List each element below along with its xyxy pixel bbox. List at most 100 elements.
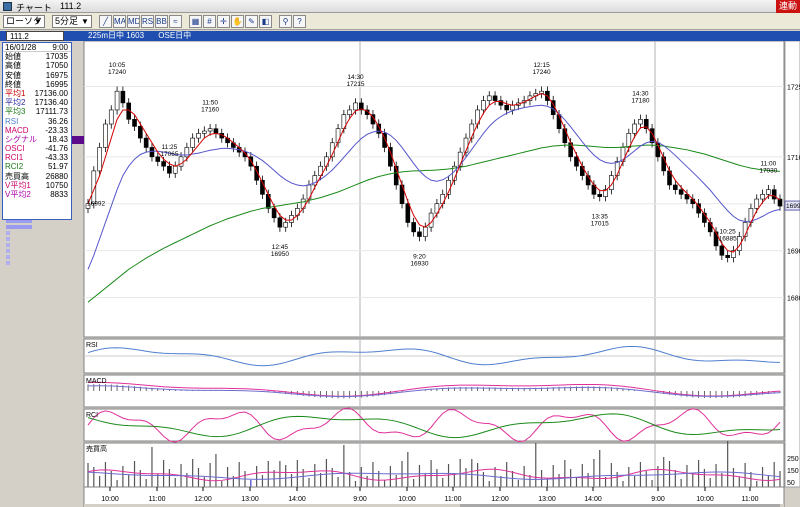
chevron-down-icon[interactable]: ▼: [34, 17, 42, 26]
candle: [742, 222, 748, 237]
time-tick-label: 12:00: [194, 496, 212, 503]
candle: [149, 147, 155, 158]
volume-tick-label: 250: [787, 456, 799, 463]
info-value: 10750: [45, 180, 68, 190]
chart-type-select[interactable]: ローソク ▼: [3, 15, 45, 28]
candle: [481, 100, 486, 111]
annotation-time: 14:30: [632, 90, 649, 97]
time-tick-label: 11:00: [445, 496, 462, 503]
candle: [271, 208, 277, 219]
rsi-icon[interactable]: RS: [141, 15, 154, 28]
candle: [178, 156, 184, 167]
ma-fast-line: [87, 93, 781, 253]
sub-panel: [83, 374, 785, 408]
info-value: 17136.40: [34, 98, 68, 108]
price-tick-label: 17100: [787, 155, 800, 162]
ma-icon[interactable]: MA: [113, 15, 126, 28]
info-row: 始値 17035: [3, 52, 71, 61]
chevron-down-icon[interactable]: ▼: [81, 17, 89, 26]
candle: [579, 165, 585, 176]
candle: [213, 128, 219, 134]
price-tick-label: 16800: [787, 295, 800, 302]
candle: [707, 222, 713, 233]
annotation-price: 17240: [533, 69, 551, 76]
draw-line-icon[interactable]: ╱: [99, 15, 112, 28]
interval-select[interactable]: 5分足 ▼: [52, 15, 92, 28]
candle: [649, 128, 655, 144]
symbol-bar: 111.2 225m日中 1603 OSE日中: [0, 31, 800, 41]
candle: [196, 133, 201, 139]
cursor-icon[interactable]: ✛: [217, 15, 230, 28]
info-row: 平均3 17111.73: [3, 107, 71, 116]
volume-ma2-line: [87, 471, 781, 480]
candle: [277, 217, 283, 228]
scrollbar-thumb[interactable]: [460, 504, 780, 507]
info-date: 16/01/28: [5, 43, 37, 52]
macd-line: [87, 381, 781, 397]
info-label: 安値: [5, 70, 21, 80]
symbol-input[interactable]: 111.2: [6, 31, 64, 41]
info-header: 16/01/28 9:00: [3, 43, 71, 53]
annotation-price: 16930: [410, 261, 428, 268]
chart-app-icon: [3, 2, 12, 11]
info-row: RCI1 -43.33: [3, 153, 71, 162]
candle: [684, 194, 690, 200]
info-value: 26880: [45, 171, 68, 181]
annotation-time: 12:15: [533, 62, 550, 69]
candle: [172, 165, 178, 174]
info-value: -43.33: [45, 153, 68, 163]
info-label: 高値: [5, 61, 21, 71]
time-tick-label: 9:00: [651, 496, 665, 503]
link-status-badge[interactable]: 連動: [775, 0, 800, 13]
info-label: V平均2: [5, 190, 31, 199]
time-axis: [83, 486, 785, 507]
zoom-icon[interactable]: ▦: [189, 15, 202, 28]
sub-panel: [83, 442, 785, 488]
info-value: 17050: [45, 61, 68, 71]
candle: [609, 175, 614, 190]
grid-icon[interactable]: #: [203, 15, 216, 28]
candle: [312, 175, 318, 186]
chart-type-value: ローソク: [6, 16, 43, 26]
candle: [376, 123, 382, 134]
info-row: MACD -23.33: [3, 126, 71, 135]
title-bar: チャート 111.2 連動: [0, 0, 800, 13]
candle: [673, 184, 678, 190]
candle: [143, 137, 149, 148]
trend-icon[interactable]: ≈: [169, 15, 182, 28]
candle: [114, 90, 120, 111]
window-symbol-title: 111.2: [60, 1, 82, 11]
help-icon[interactable]: ?: [293, 15, 306, 28]
info-label: 平均1: [5, 88, 26, 98]
info-label: 平均2: [5, 98, 26, 108]
window-title: チャート: [16, 3, 52, 13]
macd-icon[interactable]: MD: [127, 15, 140, 28]
bb-icon[interactable]: BB: [155, 15, 168, 28]
candle: [603, 189, 608, 197]
candle: [504, 104, 509, 111]
time-tick-label: 13:00: [538, 496, 556, 503]
price-axis: [784, 41, 800, 488]
annotation-time: 11:25: [162, 144, 178, 151]
magnify-icon[interactable]: ⚲: [279, 15, 292, 28]
info-label: 売買高: [5, 171, 29, 181]
rsi-line: [87, 345, 781, 367]
candle: [167, 165, 172, 174]
candle: [760, 194, 765, 200]
volume-profile-bar: [6, 231, 10, 235]
info-value: 17035: [45, 52, 68, 62]
info-value: 16975: [45, 70, 68, 80]
hand-icon[interactable]: ✋: [231, 15, 244, 28]
pen-icon[interactable]: ✎: [245, 15, 258, 28]
annotation-price: 17065: [160, 151, 178, 158]
info-label: シグナル: [5, 134, 37, 144]
info-value: 17111.73: [35, 107, 68, 117]
info-value: 18.43: [47, 134, 68, 144]
info-value: 8833: [50, 190, 68, 199]
color-icon[interactable]: ◧: [259, 15, 272, 28]
candle: [597, 194, 603, 197]
price-chart[interactable]: 10:051724011:501716011:251706512:4516950…: [0, 41, 800, 507]
volume-profile-bar: [6, 249, 10, 253]
candle: [574, 156, 579, 167]
candle: [353, 102, 358, 111]
